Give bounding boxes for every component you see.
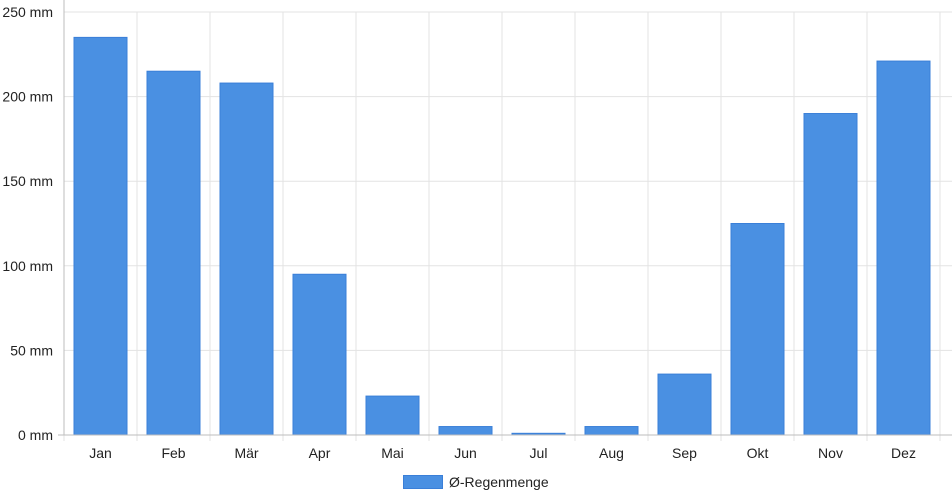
chart-axes [58, 0, 952, 436]
x-tick-label: Dez [891, 445, 916, 461]
chart-bars [73, 36, 931, 436]
bar-nov[interactable] [803, 113, 858, 436]
legend-label: Ø-Regenmenge [449, 474, 549, 490]
x-tick-label: Jul [530, 445, 548, 461]
x-tick-label: Sep [672, 445, 697, 461]
bar-feb[interactable] [146, 70, 201, 436]
bar-mär[interactable] [219, 82, 274, 436]
bar-dez[interactable] [876, 60, 931, 436]
bar-jan[interactable] [73, 36, 128, 436]
bar-jun[interactable] [438, 426, 493, 436]
y-tick-label: 150 mm [2, 173, 53, 189]
y-tick-label: 250 mm [2, 4, 53, 20]
x-axis-tick-labels: Jan Feb Mär Apr Mai Jun Jul Aug Sep Okt Nov Dez [89, 445, 916, 461]
x-tick-label: Feb [161, 445, 185, 461]
bar-sep[interactable] [657, 373, 712, 436]
bar-okt[interactable] [730, 223, 785, 436]
x-tick-label: Aug [599, 445, 624, 461]
y-tick-label: 200 mm [2, 89, 53, 105]
bar-mai[interactable] [365, 395, 420, 436]
x-tick-label: Mär [234, 445, 258, 461]
y-axis-tick-labels: 0 mm 50 mm 100 mm 150 mm 200 mm 250 mm [2, 4, 53, 443]
bar-aug[interactable] [584, 426, 639, 436]
x-tick-label: Apr [309, 445, 331, 461]
x-tick-label: Okt [747, 445, 769, 461]
bar-apr[interactable] [292, 273, 347, 436]
x-tick-label: Nov [818, 445, 843, 461]
chart-legend[interactable]: Ø-Regenmenge [403, 472, 549, 492]
y-tick-label: 0 mm [18, 427, 53, 443]
x-tick-label: Jun [454, 445, 477, 461]
y-tick-label: 100 mm [2, 258, 53, 274]
y-tick-label: 50 mm [10, 342, 53, 358]
x-tick-label: Mai [381, 445, 404, 461]
legend-swatch [403, 475, 443, 489]
x-tick-label: Jan [89, 445, 112, 461]
